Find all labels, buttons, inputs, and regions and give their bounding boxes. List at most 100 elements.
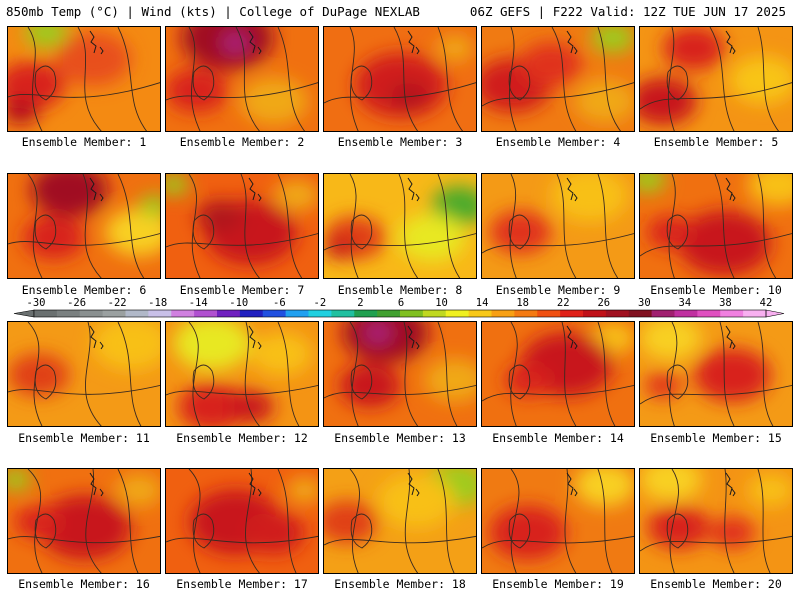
temperature-blob (397, 213, 466, 262)
ensemble-member-map (165, 321, 319, 427)
ensemble-member-label: Ensemble Member: 3 (337, 135, 463, 149)
coastline (725, 177, 736, 202)
temperature-blob (286, 477, 318, 504)
temperature-blob (138, 195, 160, 217)
valid-time: 06Z GEFS | F222 Valid: 12Z TUE JUN 17 20… (469, 4, 786, 19)
contour-line (192, 214, 215, 250)
contour-line (166, 82, 318, 101)
contour-line (509, 174, 517, 278)
contour-line (669, 469, 679, 573)
temperature-blob (239, 77, 308, 125)
ensemble-member-map (7, 173, 161, 279)
contour-line (27, 174, 43, 278)
ensemble-member-map (639, 468, 793, 574)
coastline (725, 472, 736, 497)
colorbar-swatch (217, 310, 241, 317)
temperature-blob (31, 174, 109, 217)
temperature-blob (23, 216, 85, 260)
coastline (566, 325, 578, 350)
ensemble-member-label: Ensemble Member: 9 (495, 283, 621, 297)
colorbar-swatch (102, 310, 126, 317)
coastline (407, 177, 420, 202)
contour-line (277, 469, 297, 573)
contour-line (724, 469, 735, 573)
colorbar-tick-label: -18 (148, 297, 167, 309)
temperature-blob (647, 216, 694, 249)
coastline (89, 325, 104, 350)
ensemble-member-label: Ensemble Member: 12 (176, 431, 308, 445)
contour-line (235, 27, 261, 131)
ensemble-member-label: Ensemble Member: 16 (18, 577, 150, 591)
contour-line (324, 384, 476, 399)
contour-line (666, 513, 689, 549)
ensemble-member-map (323, 321, 477, 427)
ensemble-member-map (481, 321, 635, 427)
temperature-blob (591, 27, 634, 53)
contour-line (8, 384, 160, 395)
contour-line (349, 174, 359, 278)
ensemble-member-label: Ensemble Member: 4 (495, 135, 621, 149)
colorbar-swatch (445, 310, 470, 317)
contour-line (324, 535, 476, 546)
contour-line (349, 322, 359, 426)
colorbar-swatch (377, 310, 401, 317)
colorbar-swatch (537, 310, 561, 317)
contour-line (188, 469, 201, 573)
colorbar-max-arrow (765, 309, 785, 318)
height-contours (324, 174, 476, 278)
temperature-blob (644, 372, 682, 399)
ensemble-member-label: Ensemble Member: 14 (492, 431, 624, 445)
height-contours (324, 27, 476, 131)
contour-line (393, 27, 419, 131)
colorbar-swatch (514, 310, 538, 317)
colorbar-swatch (560, 310, 584, 317)
contour-line (669, 322, 678, 426)
contour-line (556, 174, 577, 278)
contour-line (34, 364, 57, 400)
temperature-blob (54, 31, 132, 86)
contour-line (437, 174, 461, 278)
ensemble-member-map (481, 173, 635, 279)
contour-line (551, 27, 577, 131)
ensemble-member-map (165, 468, 319, 574)
colorbar-swatch (697, 310, 721, 317)
coastline (248, 325, 262, 350)
height-contours (640, 174, 792, 278)
contour-line (640, 535, 792, 552)
temperature-colorbar: -30 -26 -22 -18 -14 -10 -6 -2 2 6 10 14 18 22 26 30 34 38… (13, 297, 785, 318)
height-contours (482, 322, 634, 426)
ensemble-member-label: Ensemble Member: 8 (337, 283, 463, 297)
ensemble-member-label: Ensemble Member: 6 (21, 283, 147, 297)
contour-line (192, 65, 215, 101)
colorbar-tick-label: 26 (597, 297, 610, 309)
colorbar-tick-label: -22 (108, 297, 127, 309)
colorbar-tick-label: -10 (229, 297, 248, 309)
contour-line (597, 174, 619, 278)
contour-line (757, 469, 771, 573)
temperature-blob (574, 469, 634, 507)
colorbar-tick-label: 42 (760, 297, 773, 309)
ensemble-member-map (323, 468, 477, 574)
colorbar-swatch (239, 310, 264, 317)
colorbar-swatch (651, 310, 675, 317)
temperature-blob (505, 364, 552, 397)
colorbar-tick-label: 38 (719, 297, 732, 309)
colorbar-swatch (79, 310, 104, 317)
contour-line (508, 214, 531, 250)
colorbar-min-arrow (13, 309, 35, 318)
contour-line (482, 233, 634, 254)
contour-line (117, 469, 139, 573)
contour-line (350, 364, 373, 400)
temperature-blob (489, 210, 552, 254)
colorbar-swatch (400, 310, 424, 317)
temperature-blob (8, 61, 65, 110)
contour-line (437, 322, 458, 426)
temperature-blob (663, 27, 725, 70)
temperature-blob (640, 469, 702, 502)
ensemble-member-map (481, 26, 635, 132)
colorbar-tick-label: 22 (557, 297, 570, 309)
temperature-blob (377, 473, 455, 528)
ensemble-member-map (323, 173, 477, 279)
ensemble-member-map (639, 321, 793, 427)
height-contours (8, 174, 160, 278)
